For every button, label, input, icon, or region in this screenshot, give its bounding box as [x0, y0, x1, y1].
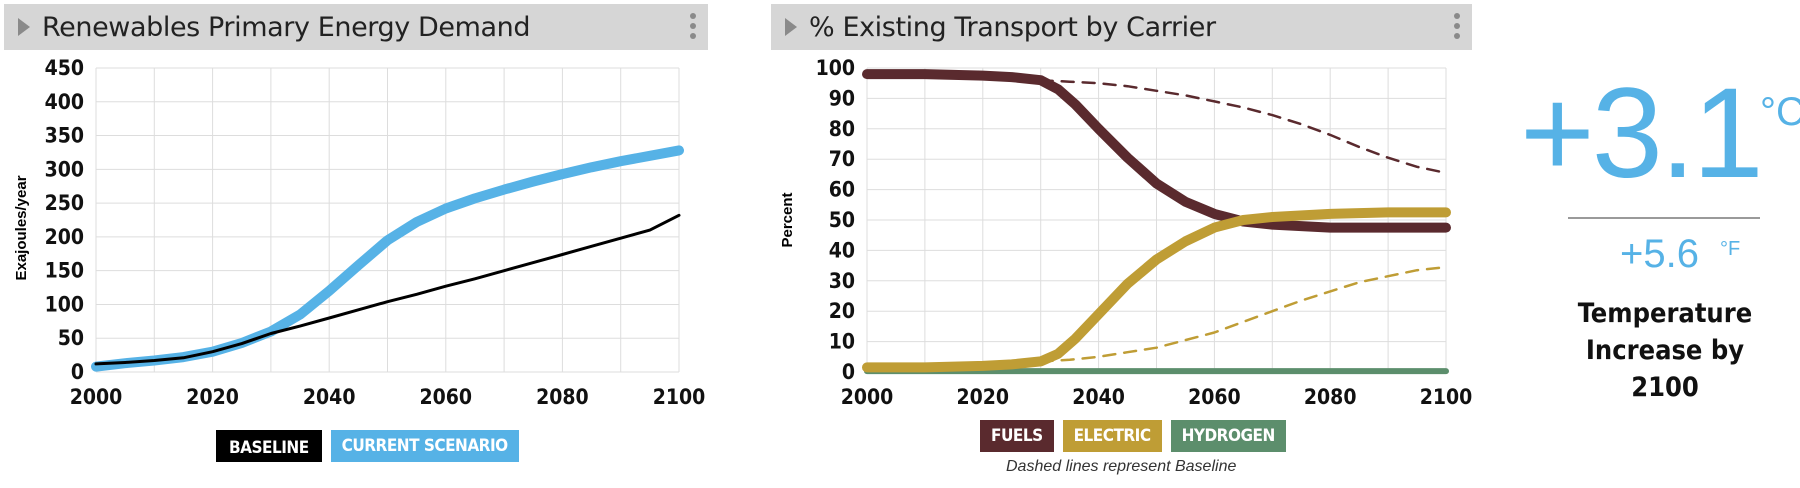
y-tick-label: 40 — [829, 238, 855, 262]
celsius-unit: °C — [1760, 90, 1800, 134]
y-tick-label: 60 — [829, 178, 855, 202]
expand-triangle-icon[interactable] — [18, 18, 30, 36]
y-tick-label: 400 — [45, 90, 84, 114]
x-tick-label: 2060 — [420, 385, 473, 409]
x-tick-label: 2100 — [653, 385, 706, 409]
x-tick-label: 2080 — [1304, 385, 1357, 409]
y-axis-label: Percent — [779, 192, 796, 247]
fahrenheit-value: +5.6 — [1620, 232, 1699, 276]
x-tick-label: 2040 — [1072, 385, 1125, 409]
y-tick-label: 150 — [45, 259, 84, 283]
y-tick-label: 0 — [71, 360, 84, 384]
y-tick-label: 20 — [829, 299, 855, 323]
y-tick-label: 70 — [829, 147, 855, 171]
y-tick-label: 30 — [829, 269, 855, 293]
temperature-label: Temperature Increase by 2100 — [1577, 298, 1753, 403]
renewables-legend: BASELINE CURRENT SCENARIO — [216, 430, 519, 462]
x-tick-label: 2000 — [841, 385, 894, 409]
series-line-fuels — [862, 69, 1451, 233]
y-tick-label: 250 — [45, 191, 84, 215]
y-tick-label: 10 — [829, 330, 855, 354]
expand-triangle-icon[interactable] — [785, 18, 797, 36]
y-tick-label: 50 — [58, 326, 84, 350]
more-options-icon[interactable] — [1454, 13, 1460, 41]
y-tick-label: 80 — [829, 117, 855, 141]
baseline-note: Dashed lines represent Baseline — [1006, 458, 1237, 475]
divider — [1568, 217, 1760, 219]
series-line-electric-baseline — [1039, 265, 1448, 363]
x-tick-label: 2080 — [536, 385, 589, 409]
temperature-widget: +3.1 °C +5.6 °F Temperature Increase by … — [1520, 70, 1800, 430]
x-tick-label: 2000 — [70, 385, 123, 409]
celsius-value: +3.1 — [1520, 62, 1764, 205]
y-tick-label: 50 — [829, 208, 855, 232]
x-tick-label: 2020 — [186, 385, 239, 409]
y-tick-label: 450 — [45, 56, 84, 80]
y-tick-label: 100 — [45, 292, 84, 316]
y-axis-label: Exajoules/year — [13, 175, 30, 280]
legend-hydrogen[interactable]: HYDROGEN — [1170, 420, 1286, 452]
x-tick-label: 2100 — [1420, 385, 1473, 409]
fahrenheit-unit: °F — [1720, 238, 1741, 260]
renewables-panel-header[interactable]: Renewables Primary Energy Demand — [4, 4, 708, 50]
y-tick-label: 0 — [842, 360, 855, 384]
legend-baseline[interactable]: BASELINE — [216, 430, 322, 462]
legend-fuels[interactable]: FUELS — [980, 420, 1054, 452]
transport-panel-header[interactable]: % Existing Transport by Carrier — [771, 4, 1472, 50]
renewables-demand-chart: 2000 2020 2040 2060 2080 2100 0 50 100 150 200 250 3… — [13, 56, 706, 409]
series-line-fuels-baseline — [1039, 78, 1448, 175]
panel-title: % Existing Transport by Carrier — [809, 11, 1216, 43]
y-tick-label: 100 — [816, 56, 855, 80]
series-line-baseline — [94, 213, 681, 366]
y-tick-label: 300 — [45, 157, 84, 181]
panel-title: Renewables Primary Energy Demand — [42, 11, 531, 43]
x-tick-label: 2060 — [1188, 385, 1241, 409]
transport-legend: FUELS ELECTRIC HYDROGEN — [980, 420, 1286, 452]
y-tick-label: 350 — [45, 124, 84, 148]
series-line-electric — [862, 207, 1451, 373]
legend-current-scenario[interactable]: CURRENT SCENARIO — [330, 430, 519, 462]
legend-electric[interactable]: ELECTRIC — [1062, 420, 1162, 452]
transport-carrier-chart: 2000 2020 2040 2060 2080 2100 0 10 20 30 40 50 60 70 8… — [779, 56, 1473, 409]
y-tick-label: 200 — [45, 225, 84, 249]
x-tick-label: 2040 — [303, 385, 356, 409]
x-tick-label: 2020 — [957, 385, 1010, 409]
y-tick-label: 90 — [829, 86, 855, 110]
more-options-icon[interactable] — [690, 13, 696, 41]
